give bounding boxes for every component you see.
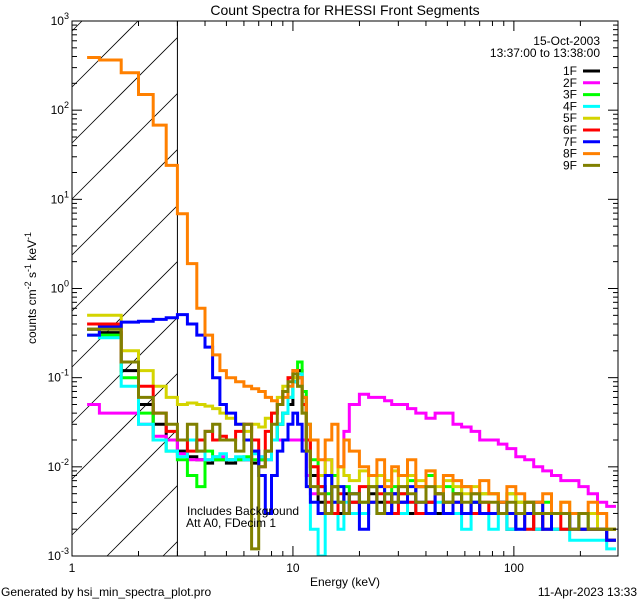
annotation-attenuator: Att A0, FDecim 1 — [186, 516, 276, 530]
footer-generated-by: Generated by hsi_min_spectra_plot.pro — [1, 585, 211, 599]
hatch-line — [162, 541, 178, 557]
y-axis-label-part: s — [25, 272, 39, 281]
hatch-line — [71, 37, 178, 144]
y-tick-label: 10-1 — [48, 368, 69, 385]
legend-label-4F: 4F — [563, 99, 577, 113]
y-tick-label: 10-3 — [48, 546, 69, 563]
annotation-background: Includes Background — [187, 504, 299, 518]
y-axis-label-part: keV — [25, 240, 39, 264]
hatch-line — [71, 20, 139, 88]
series-9F — [87, 327, 616, 551]
y-tick-label: 103 — [51, 11, 69, 28]
y-tick-label: 101 — [51, 189, 69, 206]
x-tick-labels: 1 10 100 — [69, 561, 525, 575]
hatch-line — [71, 261, 178, 368]
x-axis-label: Energy (keV) — [310, 575, 380, 589]
y-tick-label: 102 — [51, 100, 69, 117]
y-axis-label-part: -1 — [23, 264, 33, 272]
y-axis-label-part: -2 — [23, 281, 33, 289]
hatch-line — [71, 373, 178, 480]
hatch-line — [71, 429, 178, 536]
series-group — [87, 56, 616, 556]
y-axis-label: counts cm-2 s-1 keV-1 — [23, 232, 39, 344]
axis-ticks — [71, 20, 618, 557]
legend-label-8F: 8F — [563, 147, 577, 161]
legend-time-range: 13:37:00 to 13:38:00 — [490, 46, 600, 60]
legend-label-9F: 9F — [563, 158, 577, 172]
y-tick-label: 100 — [51, 279, 69, 296]
legend-label-7F: 7F — [563, 135, 577, 149]
footer-timestamp: 11-Apr-2023 13:33 — [538, 585, 638, 599]
legend-label-1F: 1F — [563, 64, 577, 78]
y-axis-label-part: counts cm — [25, 289, 39, 344]
hatch-line — [71, 205, 178, 312]
x-tick-label: 10 — [286, 561, 300, 575]
legend: 15-Oct-2003 13:37:00 to 13:38:00 1F2F3F4… — [490, 34, 600, 172]
hatch-line — [106, 485, 178, 557]
legend-label-5F: 5F — [563, 111, 577, 125]
legend-label-6F: 6F — [563, 123, 577, 137]
y-tick-labels: 10-3 10-2 10-1 100 101 102 103 — [48, 11, 69, 563]
series-4F — [87, 333, 616, 556]
y-axis-label-part: -1 — [23, 232, 33, 240]
legend-date: 15-Oct-2003 — [533, 34, 600, 48]
chart-title: Count Spectra for RHESSI Front Segments — [210, 2, 479, 18]
y-tick-label: 10-2 — [48, 457, 69, 474]
x-tick-label: 100 — [504, 561, 524, 575]
series-8F — [87, 56, 616, 531]
hatch-line — [71, 149, 178, 256]
legend-label-2F: 2F — [563, 76, 577, 90]
x-tick-label: 1 — [69, 561, 76, 575]
legend-label-3F: 3F — [563, 88, 577, 102]
hatch-line — [71, 93, 178, 200]
